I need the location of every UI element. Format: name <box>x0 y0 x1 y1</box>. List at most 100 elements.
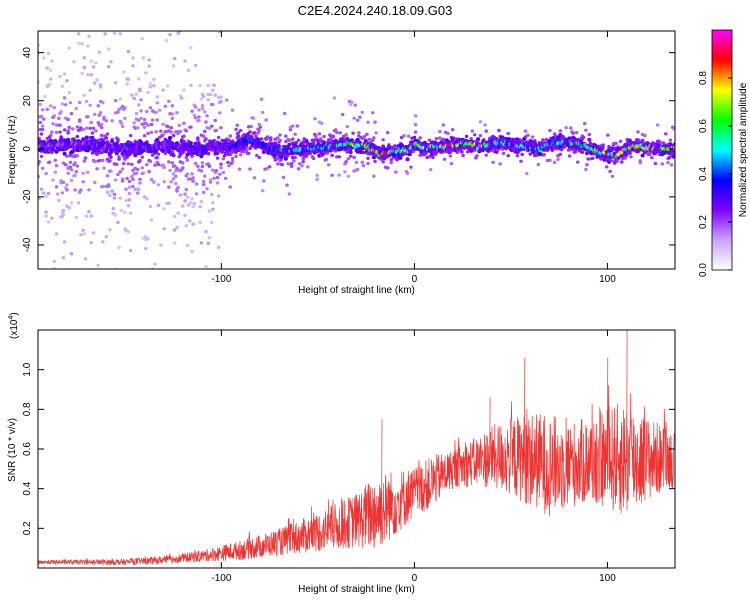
heatmap-cell <box>153 262 157 266</box>
heatmap-cell <box>110 119 114 123</box>
heatmap-cell <box>199 241 204 245</box>
heatmap-cell <box>434 137 439 141</box>
heatmap-cell <box>171 177 176 181</box>
spectrogram-y-ticks: -40 -20 0 20 40 <box>22 47 675 252</box>
spectrogram-y-tick-label: 20 <box>22 95 33 107</box>
heatmap-cell <box>181 204 185 208</box>
heatmap-cell <box>182 88 186 92</box>
heatmap-cell <box>315 177 319 181</box>
heatmap-cell <box>367 137 371 141</box>
heatmap-cell <box>371 111 375 115</box>
heatmap-cell <box>75 164 80 168</box>
heatmap-cell <box>181 166 185 170</box>
heatmap-cell <box>58 123 62 127</box>
heatmap-cell <box>640 138 645 142</box>
spectrogram-y-tick-label: 0 <box>22 146 33 152</box>
heatmap-cell <box>163 104 168 108</box>
heatmap-cell <box>200 104 205 108</box>
heatmap-cell <box>207 236 212 240</box>
heatmap-cell <box>90 131 95 135</box>
snr-x-axis-label: Height of straight line (km) <box>298 584 415 595</box>
heatmap-cell <box>269 138 273 142</box>
heatmap-cell <box>230 159 235 164</box>
heatmap-cell <box>230 156 235 161</box>
heatmap-cell <box>294 141 298 145</box>
heatmap-cell <box>219 95 223 99</box>
heatmap-cell <box>97 113 102 117</box>
heatmap-cell <box>170 161 175 165</box>
snr-panel: -100 0 100 0.2 0.4 0.6 0.8 1.0 Height of strai… <box>7 312 676 595</box>
heatmap-cell <box>108 159 112 163</box>
heatmap-cell <box>330 153 334 157</box>
heatmap-cell <box>117 155 121 159</box>
heatmap-cell <box>110 139 115 144</box>
heatmap-cell <box>190 154 194 158</box>
heatmap-cell <box>661 141 666 145</box>
heatmap-cell <box>162 207 166 211</box>
heatmap-cell <box>130 162 134 166</box>
heatmap-cell <box>146 131 150 135</box>
heatmap-cell <box>198 220 202 224</box>
heatmap-cell <box>210 124 214 128</box>
heatmap-cell <box>74 107 78 111</box>
heatmap-cell <box>116 220 120 224</box>
heatmap-cell <box>221 170 226 175</box>
heatmap-cell <box>191 176 195 180</box>
heatmap-cell <box>155 101 159 105</box>
heatmap-cell <box>357 134 361 138</box>
heatmap-cell <box>126 49 131 54</box>
heatmap-cell <box>139 116 143 120</box>
heatmap-cell <box>93 180 97 185</box>
heatmap-cell <box>137 187 141 192</box>
heatmap-cell <box>291 137 295 141</box>
snr-y-multiplier-close: ) <box>9 312 20 315</box>
heatmap-cell <box>199 154 204 159</box>
heatmap-cell <box>219 126 223 130</box>
heatmap-cell <box>167 201 171 205</box>
heatmap-cell <box>38 120 43 125</box>
heatmap-cell <box>131 177 135 181</box>
heatmap-cell <box>276 136 280 140</box>
heatmap-cell <box>101 158 105 162</box>
heatmap-cell <box>50 216 54 220</box>
spectrogram-y-tick-label: -40 <box>22 237 33 252</box>
heatmap-cell <box>94 129 98 133</box>
heatmap-cell <box>183 59 187 63</box>
heatmap-cell <box>166 125 170 129</box>
heatmap-cell <box>362 134 367 138</box>
heatmap-cell <box>204 137 208 141</box>
heatmap-cell <box>272 153 277 158</box>
heatmap-cell <box>484 129 488 133</box>
heatmap-cell <box>301 160 305 164</box>
heatmap-cell <box>172 56 177 61</box>
heatmap-cell <box>162 165 166 169</box>
heatmap-cell <box>208 93 213 97</box>
heatmap-cell <box>52 259 56 263</box>
heatmap-cell <box>150 153 155 157</box>
heatmap-cell <box>238 153 243 157</box>
heatmap-cell <box>81 228 85 232</box>
heatmap-cell <box>558 152 563 156</box>
heatmap-cell <box>438 136 442 140</box>
heatmap-cell <box>76 201 81 205</box>
heatmap-cell <box>541 138 545 142</box>
heatmap-cell <box>142 195 147 199</box>
snr-y-multiplier: (x104) <box>8 312 20 339</box>
heatmap-cell <box>145 140 149 144</box>
heatmap-cell <box>205 187 209 191</box>
heatmap-cell <box>203 129 207 133</box>
heatmap-cell <box>257 128 261 132</box>
heatmap-cell <box>520 152 524 157</box>
heatmap-cell <box>172 241 177 245</box>
heatmap-cell <box>193 116 198 120</box>
heatmap-cell <box>83 156 88 160</box>
colorbar-tick-label: 0.6 <box>698 119 709 133</box>
heatmap-cell <box>171 64 176 68</box>
heatmap-cell <box>188 219 192 223</box>
heatmap-cell <box>197 108 201 112</box>
heatmap-cell <box>137 77 141 81</box>
colorbar-tick-label: 0.4 <box>698 167 709 181</box>
heatmap-cell <box>144 71 148 75</box>
heatmap-cell <box>201 134 206 138</box>
